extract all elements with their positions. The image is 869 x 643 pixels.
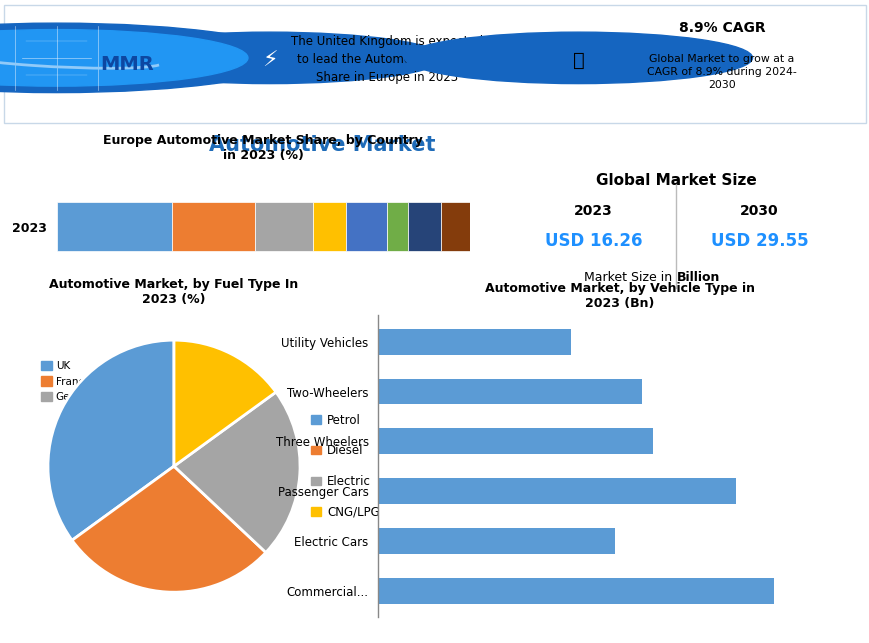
Bar [56, 202, 172, 251]
Title: Automotive Market, by Fuel Type In
2023 (%): Automotive Market, by Fuel Type In 2023 … [50, 278, 298, 306]
Wedge shape [174, 392, 300, 552]
Text: 2030: 2030 [740, 204, 778, 218]
Legend: UK, France, Germany, Italy, Spain, Sweden, Austria, Rest of Europe: UK, France, Germany, Italy, Spain, Swede… [36, 357, 266, 406]
Wedge shape [174, 340, 275, 466]
Text: USD 29.55: USD 29.55 [710, 232, 807, 250]
Title: Automotive Market, by Vehicle Type in
2023 (Bn): Automotive Market, by Vehicle Type in 20… [484, 282, 754, 310]
Bar [346, 202, 387, 251]
Text: Billion: Billion [676, 271, 719, 284]
Text: 🔥: 🔥 [572, 51, 584, 70]
Bar [378, 577, 773, 604]
Bar [255, 202, 313, 251]
Bar [378, 329, 570, 355]
Text: MMR: MMR [100, 55, 154, 74]
Bar [378, 428, 653, 454]
Text: Market Size in: Market Size in [584, 271, 676, 284]
Wedge shape [48, 340, 174, 540]
Text: Global Market to grow at a
CAGR of 8.9% during 2024-
2030: Global Market to grow at a CAGR of 8.9% … [647, 54, 796, 90]
Title: Europe Automotive Market Share, by Country
in 2023 (%): Europe Automotive Market Share, by Count… [103, 134, 422, 162]
Circle shape [404, 32, 752, 84]
Circle shape [96, 32, 443, 84]
Text: ⚡: ⚡ [262, 50, 277, 71]
Bar [378, 528, 614, 554]
Circle shape [0, 30, 248, 86]
Bar [408, 202, 441, 251]
Legend: Petrol, Diesel, Electric, CNG/LPG: Petrol, Diesel, Electric, CNG/LPG [306, 409, 384, 523]
Text: USD 16.26: USD 16.26 [544, 232, 641, 250]
Bar [172, 202, 255, 251]
Text: Automotive Market: Automotive Market [209, 135, 434, 156]
Text: 2023: 2023 [574, 204, 612, 218]
Bar [387, 202, 408, 251]
Bar [441, 202, 469, 251]
Circle shape [0, 23, 291, 93]
Bar [378, 478, 735, 504]
Text: Global Market Size: Global Market Size [595, 173, 756, 188]
Bar [313, 202, 346, 251]
Bar [378, 379, 641, 404]
Wedge shape [72, 466, 266, 592]
Text: 8.9% CAGR: 8.9% CAGR [678, 21, 765, 35]
Text: The United Kingdom is expected
to lead the Automotive Market
Share in Europe in : The United Kingdom is expected to lead t… [291, 35, 482, 84]
